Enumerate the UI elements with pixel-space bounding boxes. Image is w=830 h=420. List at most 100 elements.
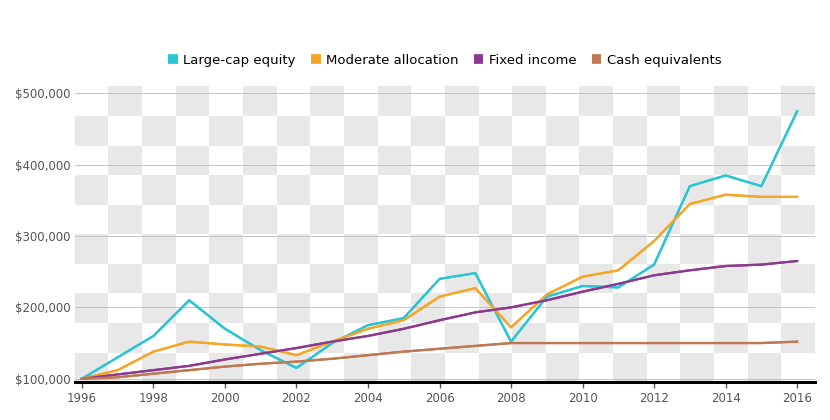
Bar: [344, 294, 378, 323]
Bar: [579, 87, 613, 116]
Bar: [142, 323, 176, 353]
Bar: [613, 175, 647, 205]
Bar: [378, 323, 411, 353]
Bar: [411, 205, 445, 234]
Bar: [647, 175, 681, 205]
Bar: [546, 294, 579, 323]
Bar: [142, 57, 176, 87]
Bar: [75, 205, 109, 234]
Bar: [579, 145, 613, 175]
Bar: [546, 205, 579, 234]
Bar: [512, 87, 546, 116]
Bar: [815, 87, 830, 116]
Bar: [411, 87, 445, 116]
Bar: [479, 264, 512, 294]
Bar: [243, 57, 276, 87]
Bar: [243, 294, 276, 323]
Bar: [512, 57, 546, 87]
Bar: [109, 116, 142, 145]
Bar: [276, 175, 310, 205]
Bar: [613, 294, 647, 323]
Bar: [579, 323, 613, 353]
Bar: [176, 57, 209, 87]
Bar: [681, 294, 714, 323]
Bar: [445, 294, 479, 323]
Bar: [176, 205, 209, 234]
Bar: [411, 234, 445, 264]
Bar: [647, 323, 681, 353]
Bar: [344, 323, 378, 353]
Bar: [512, 353, 546, 382]
Bar: [209, 205, 243, 234]
Bar: [109, 145, 142, 175]
Bar: [142, 294, 176, 323]
Bar: [176, 323, 209, 353]
Bar: [411, 353, 445, 382]
Bar: [75, 264, 109, 294]
Bar: [781, 175, 815, 205]
Bar: [378, 87, 411, 116]
Bar: [142, 145, 176, 175]
Bar: [748, 175, 781, 205]
Bar: [445, 116, 479, 145]
Bar: [815, 145, 830, 175]
Bar: [243, 116, 276, 145]
Bar: [781, 205, 815, 234]
Bar: [613, 205, 647, 234]
Bar: [411, 175, 445, 205]
Bar: [714, 175, 748, 205]
Bar: [579, 353, 613, 382]
Bar: [647, 116, 681, 145]
Bar: [209, 57, 243, 87]
Bar: [109, 323, 142, 353]
Bar: [75, 294, 109, 323]
Bar: [344, 175, 378, 205]
Bar: [546, 234, 579, 264]
Bar: [209, 234, 243, 264]
Bar: [479, 57, 512, 87]
Bar: [109, 234, 142, 264]
Bar: [310, 57, 344, 87]
Bar: [647, 145, 681, 175]
Bar: [243, 87, 276, 116]
Bar: [75, 87, 109, 116]
Bar: [411, 264, 445, 294]
Bar: [411, 116, 445, 145]
Bar: [512, 205, 546, 234]
Bar: [445, 175, 479, 205]
Bar: [445, 57, 479, 87]
Bar: [276, 87, 310, 116]
Bar: [714, 264, 748, 294]
Bar: [613, 116, 647, 145]
Bar: [681, 175, 714, 205]
Bar: [647, 57, 681, 87]
Bar: [681, 57, 714, 87]
Bar: [647, 87, 681, 116]
Bar: [647, 294, 681, 323]
Bar: [276, 294, 310, 323]
Bar: [512, 175, 546, 205]
Bar: [75, 323, 109, 353]
Bar: [75, 57, 109, 87]
Bar: [512, 264, 546, 294]
Bar: [445, 264, 479, 294]
Bar: [681, 205, 714, 234]
Bar: [479, 175, 512, 205]
Bar: [445, 87, 479, 116]
Bar: [815, 234, 830, 264]
Bar: [579, 175, 613, 205]
Bar: [714, 116, 748, 145]
Bar: [781, 264, 815, 294]
Bar: [209, 145, 243, 175]
Bar: [647, 205, 681, 234]
Bar: [176, 234, 209, 264]
Bar: [209, 353, 243, 382]
Bar: [781, 57, 815, 87]
Bar: [748, 323, 781, 353]
Bar: [243, 353, 276, 382]
Bar: [479, 323, 512, 353]
Bar: [142, 264, 176, 294]
Bar: [714, 57, 748, 87]
Bar: [310, 175, 344, 205]
Bar: [75, 145, 109, 175]
